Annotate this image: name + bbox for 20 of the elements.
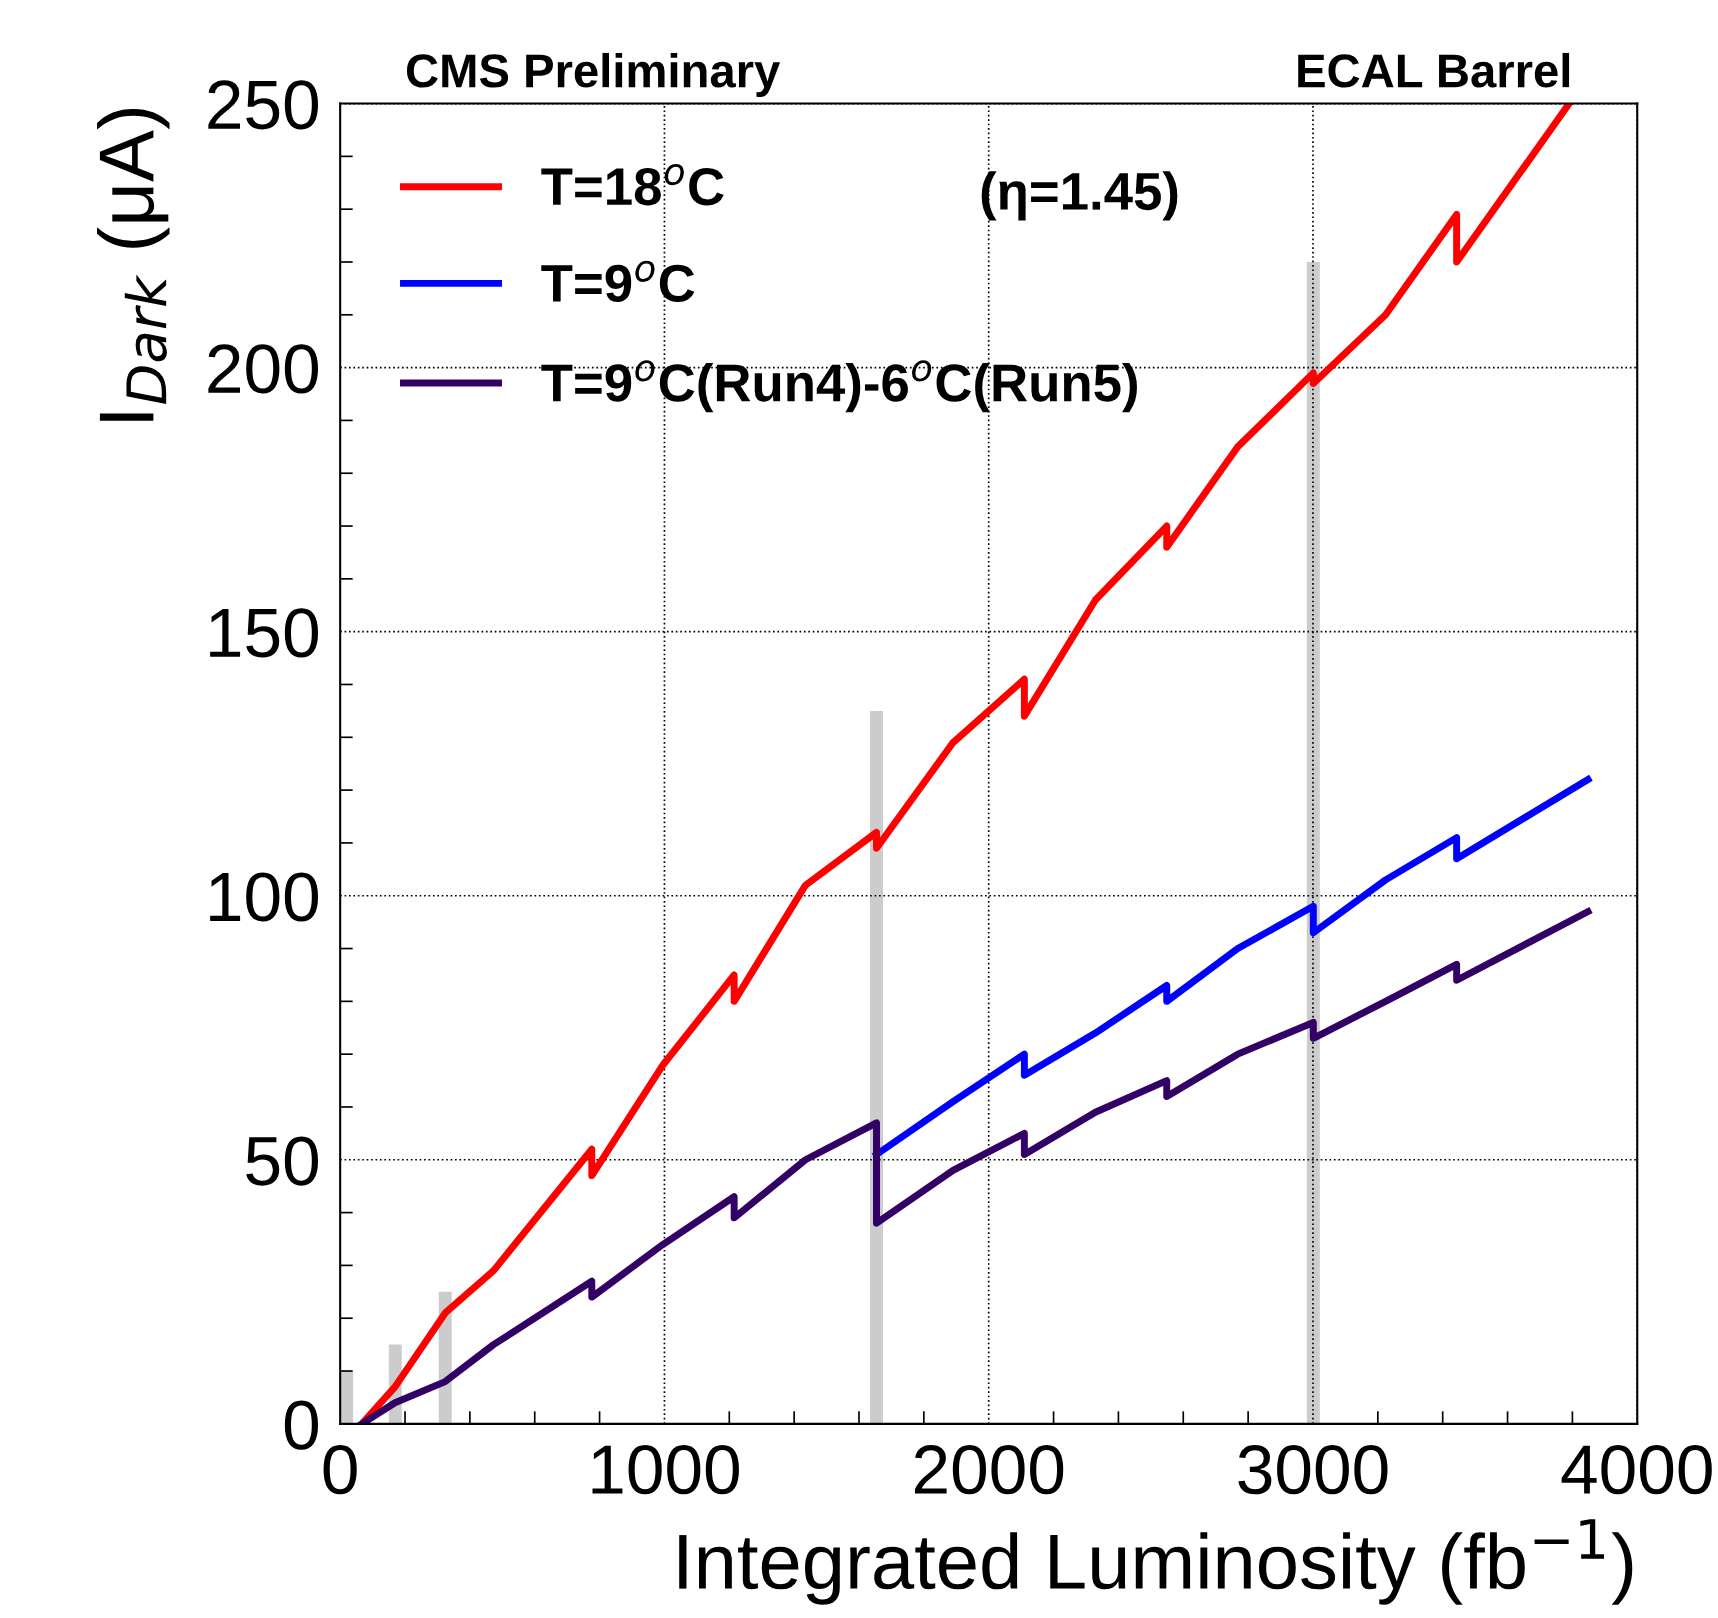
y-tick-label: 50 [246, 1136, 319, 1186]
x-tick-label: 4000 [1561, 1445, 1712, 1495]
annotation: (η=1.45) [981, 171, 1178, 221]
y-axis-title: I$_{Dark}$ (μA) [97, 108, 170, 421]
legend-label: T=9$^{o}$C [541, 260, 695, 303]
bar [1306, 261, 1320, 1424]
y-tick-label: 0 [284, 1400, 319, 1450]
x-tick-label: 2000 [914, 1445, 1064, 1495]
y-tick-label: 150 [210, 608, 319, 658]
text: CMS Preliminary [406, 52, 781, 97]
y-tick-label: 100 [210, 872, 319, 922]
y-tick-label: 200 [208, 344, 319, 394]
text: ECAL Barrel [1298, 52, 1570, 88]
x-tick-label: 0 [323, 1445, 357, 1495]
x-tick-label: 1000 [592, 1445, 739, 1495]
legend-label: T=18$^{o}$C [541, 163, 724, 206]
legend-label: T=9$^{o}$C(Run4)-6$^{o}$C(Run5) [541, 360, 1137, 413]
x-axis-title: Integrated Luminosity (fb$^{−1}$) [679, 1519, 1633, 1605]
x-tick-label: 3000 [1238, 1445, 1388, 1495]
y-tick-label: 250 [208, 80, 319, 130]
